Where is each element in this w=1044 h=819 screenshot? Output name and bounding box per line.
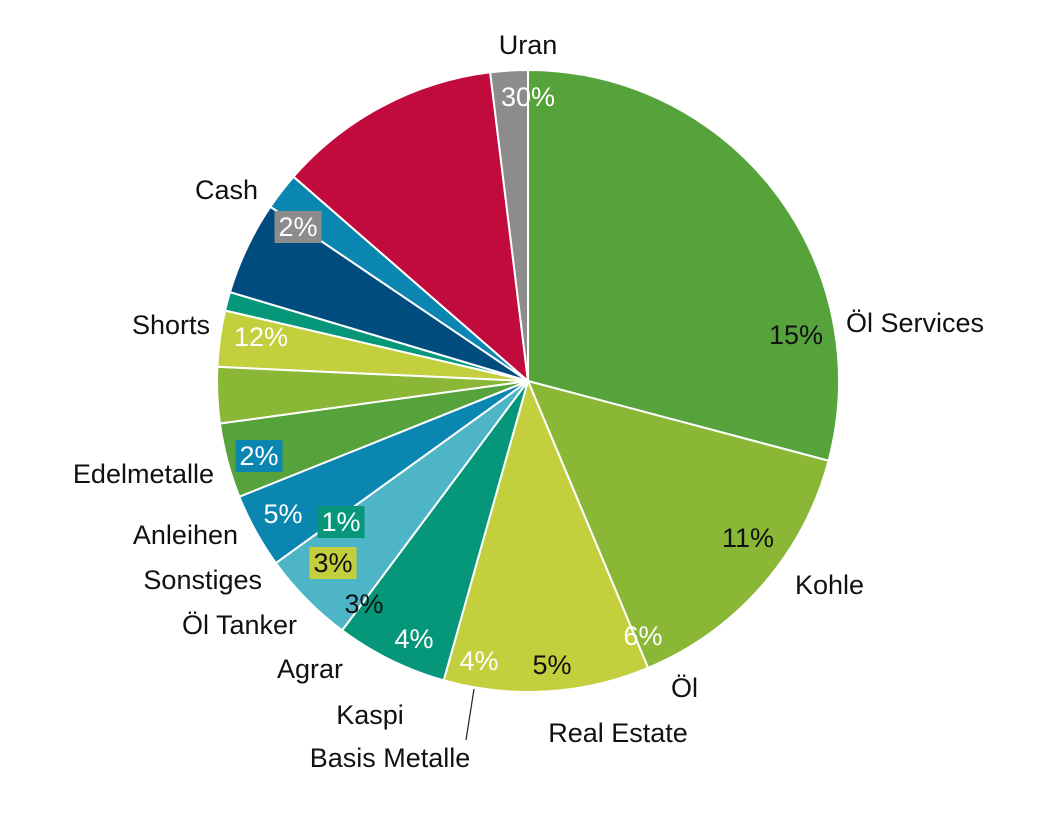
category-label-cash: Cash bbox=[195, 175, 258, 205]
value-label-box-cash bbox=[274, 211, 322, 243]
pie-slices bbox=[216, 69, 840, 693]
category-label-edelmetalle: Edelmetalle bbox=[73, 459, 214, 489]
value-label-real-estate: 5% bbox=[532, 650, 571, 680]
category-labels: Uran Öl Services Kohle Öl Real Estate Basis M… bbox=[73, 30, 984, 773]
category-label-real-estate: Real Estate bbox=[548, 718, 688, 748]
value-label-group-real-estate: 5% bbox=[532, 650, 571, 680]
slice-oel-services bbox=[527, 380, 830, 669]
value-label-agrar: 3% bbox=[344, 589, 383, 619]
value-label-group-agrar: 3% bbox=[344, 589, 383, 619]
value-label-group-kaspi: 4% bbox=[394, 624, 433, 654]
value-label-group-shorts: 12% bbox=[234, 322, 288, 352]
value-label-kaspi: 4% bbox=[394, 624, 433, 654]
value-label-group-edelmetalle: 2% bbox=[235, 440, 283, 472]
value-label-edelmetalle: 2% bbox=[239, 441, 278, 471]
value-label-box-oel-tanker bbox=[309, 547, 357, 579]
value-labels: 30% 15% 11% 6% 5% 4% 4% 3% 3% 1% 5% 2% 12% 2% bbox=[234, 82, 823, 680]
value-label-group-sonstiges: 1% bbox=[317, 506, 365, 538]
value-label-basis-metalle: 4% bbox=[459, 646, 498, 676]
value-label-box-sonstiges bbox=[317, 506, 365, 538]
leader-lines bbox=[465, 688, 475, 741]
value-label-anleihen: 5% bbox=[263, 499, 302, 529]
slice-uran bbox=[527, 69, 840, 462]
value-label-group-oel-tanker: 3% bbox=[309, 547, 357, 579]
category-label-oel-tanker: Öl Tanker bbox=[182, 610, 297, 640]
category-label-oel-services: Öl Services bbox=[846, 308, 984, 338]
value-label-cash: 2% bbox=[278, 212, 317, 242]
value-label-shorts: 12% bbox=[234, 322, 288, 352]
value-label-box-edelmetalle bbox=[235, 440, 283, 472]
category-label-sonstiges: Sonstiges bbox=[143, 565, 262, 595]
value-label-group-anleihen: 5% bbox=[263, 499, 302, 529]
value-label-group-cash: 2% bbox=[274, 211, 322, 243]
category-label-uran: Uran bbox=[499, 30, 558, 60]
category-label-basis-metalle: Basis Metalle bbox=[310, 743, 471, 773]
value-label-group-kohle: 11% bbox=[722, 523, 774, 553]
value-label-group-basis-metalle: 4% bbox=[459, 646, 498, 676]
leader-line-basis-metalle bbox=[465, 688, 475, 741]
slice-kohle bbox=[442, 380, 650, 693]
value-label-sonstiges: 1% bbox=[321, 507, 360, 537]
value-label-kohle: 11% bbox=[722, 523, 774, 553]
category-label-shorts: Shorts bbox=[132, 310, 210, 340]
value-label-uran: 30% bbox=[501, 82, 555, 112]
category-label-kaspi: Kaspi bbox=[336, 700, 404, 730]
slice-shorts bbox=[292, 71, 529, 382]
value-label-oel-tanker: 3% bbox=[313, 548, 352, 578]
category-label-oel: Öl bbox=[671, 673, 698, 703]
slice-cash bbox=[489, 69, 529, 382]
category-label-kohle: Kohle bbox=[795, 570, 864, 600]
value-label-group-oel: 6% bbox=[623, 621, 662, 651]
category-label-anleihen: Anleihen bbox=[133, 520, 238, 550]
value-label-oel: 6% bbox=[623, 621, 662, 651]
category-label-agrar: Agrar bbox=[277, 654, 343, 684]
value-label-group-uran: 30% bbox=[501, 82, 555, 112]
value-label-oel-services: 15% bbox=[769, 320, 823, 350]
value-label-group-oel-services: 15% bbox=[769, 320, 823, 350]
